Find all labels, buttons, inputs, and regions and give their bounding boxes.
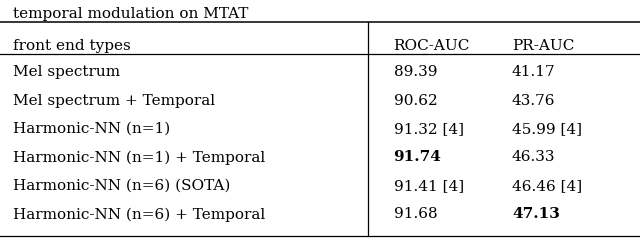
Text: 45.99 [4]: 45.99 [4] (512, 122, 582, 136)
Text: Harmonic-NN (n=1): Harmonic-NN (n=1) (13, 122, 170, 136)
Text: Mel spectrum: Mel spectrum (13, 65, 120, 79)
Text: ROC-AUC: ROC-AUC (394, 39, 470, 53)
Text: temporal modulation on MTAT: temporal modulation on MTAT (13, 7, 248, 21)
Text: 47.13: 47.13 (512, 207, 560, 221)
Text: Harmonic-NN (n=6) + Temporal: Harmonic-NN (n=6) + Temporal (13, 207, 265, 222)
Text: 89.39: 89.39 (394, 65, 437, 79)
Text: Harmonic-NN (n=6) (SOTA): Harmonic-NN (n=6) (SOTA) (13, 179, 230, 193)
Text: 91.74: 91.74 (394, 150, 442, 164)
Text: 41.17: 41.17 (512, 65, 556, 79)
Text: 46.33: 46.33 (512, 150, 556, 164)
Text: 91.32 [4]: 91.32 [4] (394, 122, 463, 136)
Text: 43.76: 43.76 (512, 94, 556, 107)
Text: front end types: front end types (13, 39, 131, 53)
Text: PR-AUC: PR-AUC (512, 39, 574, 53)
Text: Mel spectrum + Temporal: Mel spectrum + Temporal (13, 94, 215, 107)
Text: Harmonic-NN (n=1) + Temporal: Harmonic-NN (n=1) + Temporal (13, 150, 265, 165)
Text: 91.41 [4]: 91.41 [4] (394, 179, 464, 193)
Text: 90.62: 90.62 (394, 94, 437, 107)
Text: 91.68: 91.68 (394, 207, 437, 221)
Text: 46.46 [4]: 46.46 [4] (512, 179, 582, 193)
